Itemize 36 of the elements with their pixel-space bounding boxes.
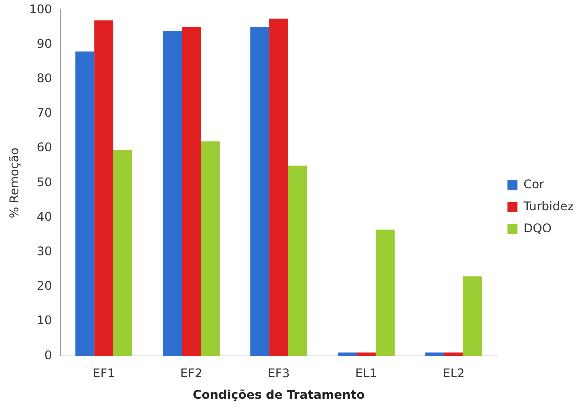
y-tick-label: 10: [37, 314, 52, 328]
x-tick-label: EL1: [356, 366, 378, 381]
bar: [444, 352, 464, 356]
x-tick-label: EF3: [268, 366, 290, 381]
y-tick-label: 50: [37, 175, 52, 190]
x-tick-label: EF2: [180, 366, 203, 381]
y-tick-label: 60: [37, 140, 52, 155]
bar: [288, 166, 308, 356]
bar: [76, 52, 95, 356]
x-tick-label: EL2: [443, 366, 465, 381]
y-tick-label: 100: [29, 2, 52, 16]
legend-label: Cor: [524, 178, 544, 192]
bar: [94, 20, 114, 356]
y-tick-label: 20: [37, 279, 52, 294]
bar: [338, 352, 358, 356]
bar: [270, 18, 288, 356]
bar: [182, 28, 201, 356]
x-tick-label: EF1: [92, 366, 116, 381]
x-axis-title: Condições de Tratamento: [193, 388, 365, 402]
y-tick-label: 40: [37, 210, 52, 224]
bar: [250, 28, 270, 356]
bar: [201, 142, 220, 356]
y-tick-label: 90: [37, 36, 52, 51]
bar: [463, 276, 482, 356]
y-tick-label: 70: [37, 106, 52, 120]
legend-label: Turbidez: [522, 200, 574, 214]
bar: [114, 150, 132, 356]
y-tick-label: 0: [44, 348, 52, 362]
bar: [376, 230, 395, 356]
y-axis-title: % Remoção: [7, 148, 22, 219]
bar: [357, 352, 376, 356]
legend-label: DQO: [524, 222, 552, 236]
y-tick-label: 30: [37, 244, 52, 259]
bar: [426, 352, 444, 356]
y-tick-label: 80: [37, 72, 52, 86]
bar: [163, 30, 182, 356]
